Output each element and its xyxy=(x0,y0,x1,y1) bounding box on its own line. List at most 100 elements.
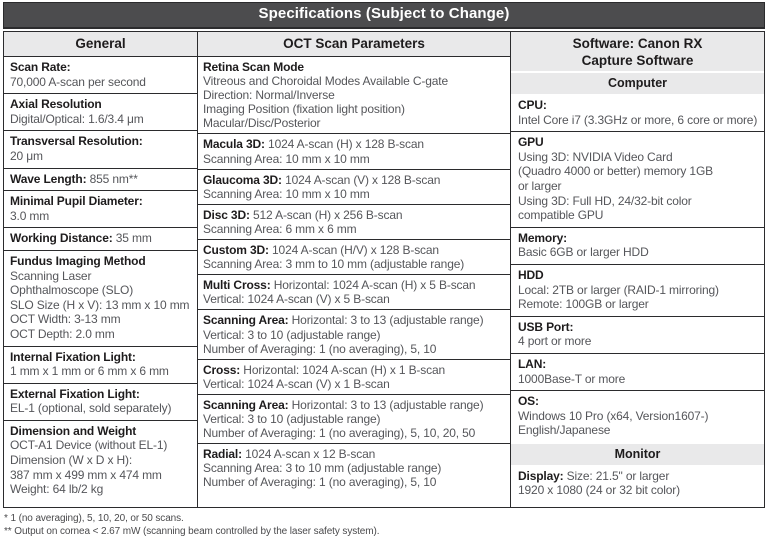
spec-value-line: Vertical: 1024 A-scan (V) x 5 B-scan xyxy=(203,292,390,307)
spec-cell: External Fixation Light: EL-1 (optional, … xyxy=(4,384,197,421)
column-header-software: Software: Canon RX Capture Software xyxy=(511,32,764,71)
spec-value-line: OCT Width: 3-13 mm xyxy=(10,312,121,327)
spec-value-line: Vertical: 3 to 10 (adjustable range) xyxy=(203,327,381,342)
spec-value-line: Scanning Area: 3 to 10 mm (adjustable ra… xyxy=(203,461,442,476)
spec-cell: Dimension and Weight OCT-A1 Device (witho… xyxy=(4,421,197,501)
spec-value-line: EL-1 (optional, sold separately) xyxy=(10,401,172,416)
spec-label: Radial: xyxy=(203,447,242,462)
spec-cell: Minimal Pupil Diameter: 3.0 mm xyxy=(4,191,197,229)
spec-value-line: 1000Base-T or more xyxy=(518,371,626,386)
spec-value: 855 nm** xyxy=(86,171,138,186)
spec-value-line: Scanning Area: 10 mm x 10 mm xyxy=(203,186,370,201)
spec-cell: Wave Length: 855 nm** xyxy=(4,169,197,192)
spec-label: Wave Length: xyxy=(10,171,87,186)
spec-value-line: Remote: 100GB or larger xyxy=(518,297,649,312)
spec-first-line: LAN: xyxy=(518,357,758,372)
spec-value-line: 1 mm x 1 mm or 6 mm x 6 mm xyxy=(10,364,169,379)
spec-table: General Scan Rate: 70,000 A-scan per seco… xyxy=(3,31,765,508)
spec-value: Horizontal: 1024 A-scan (H) x 1 B-scan xyxy=(240,362,446,377)
spec-value-line: OCT Depth: 2.0 mm xyxy=(10,326,115,341)
spec-value-line: Direction: Normal/Inverse xyxy=(203,88,335,103)
spec-first-line: Minimal Pupil Diameter: xyxy=(10,194,191,209)
spec-first-line: Axial Resolution xyxy=(10,97,191,112)
spec-cell: Scanning Area: Horizontal: 3 to 13 (adju… xyxy=(198,310,510,360)
spec-cell: HDD Local: 2TB or larger (RAID-1 mirrorin… xyxy=(511,265,764,317)
table-title: Specifications (Subject to Change) xyxy=(3,2,765,29)
spec-value-line: Imaging Position (fixation light positio… xyxy=(203,102,405,117)
footnotes: * 1 (no averaging), 5, 10, 20, or 50 sca… xyxy=(3,508,765,538)
spec-cell: OS: Windows 10 Pro (x64, Version1607-) Eng… xyxy=(511,391,764,442)
spec-cell: Radial: 1024 A-scan x 12 B-scan Scanning … xyxy=(198,444,510,492)
spec-value: 1024 A-scan (V) x 128 B-scan xyxy=(281,172,441,187)
spec-value: 1024 A-scan (H) x 128 B-scan xyxy=(264,137,424,152)
spec-value: 1024 A-scan x 12 B-scan xyxy=(241,447,376,462)
column-body-oct: Retina Scan Mode Vitreous and Choroidal M… xyxy=(198,57,510,507)
spec-label: Axial Resolution xyxy=(10,97,102,112)
spec-label: CPU: xyxy=(518,98,547,112)
spec-first-line: Scanning Area: Horizontal: 3 to 13 (adju… xyxy=(203,398,505,412)
spec-value: 512 A-scan (H) x 256 B-scan xyxy=(249,207,403,222)
spec-value: Horizontal: 1024 A-scan (H) x 5 B-scan xyxy=(270,278,476,293)
spec-label: Minimal Pupil Diameter: xyxy=(10,194,143,209)
spec-cell: Scan Rate: 70,000 A-scan per second xyxy=(4,57,197,95)
spec-value-line: Weight: 64 lb/2 kg xyxy=(10,482,104,497)
spec-cell: Transversal Resolution: 20 μm xyxy=(4,131,197,169)
spec-first-line: USB Port: xyxy=(518,320,758,335)
spec-cell: Glaucoma 3D: 1024 A-scan (V) x 128 B-sca… xyxy=(198,170,510,205)
spec-label: Scanning Area: xyxy=(203,397,289,412)
spec-value-line: Scanning Laser xyxy=(10,268,92,283)
spec-value-line: 3.0 mm xyxy=(10,208,50,223)
spec-label: Multi Cross: xyxy=(203,278,271,293)
spec-first-line: Custom 3D: 1024 A-scan (H/V) x 128 B-sca… xyxy=(203,243,505,257)
spec-value-line: 387 mm x 499 mm x 474 mm xyxy=(10,467,162,482)
spec-cell: Cross: Horizontal: 1024 A-scan (H) x 1 B… xyxy=(198,360,510,395)
spec-first-line: External Fixation Light: xyxy=(10,387,191,402)
spec-cell: Display: Size: 21.5" or larger 1920 x 108… xyxy=(511,466,764,502)
spec-first-line: Disc 3D: 512 A-scan (H) x 256 B-scan xyxy=(203,208,505,222)
spec-label: Macula 3D: xyxy=(203,137,265,152)
spec-label: Dimension and Weight xyxy=(10,423,137,438)
column-header-label: OCT Scan Parameters xyxy=(283,36,425,51)
spec-value-line: 4 port or more xyxy=(518,334,592,349)
spec-first-line: OS: xyxy=(518,394,758,409)
spec-value-line: Intel Core i7 (3.3GHz or more, 6 core or… xyxy=(518,112,758,127)
footnote-averaging: * 1 (no averaging), 5, 10, 20, or 50 sca… xyxy=(4,513,184,524)
spec-first-line: CPU: xyxy=(518,98,758,113)
spec-cell: CPU: Intel Core i7 (3.3GHz or more, 6 cor… xyxy=(511,95,764,133)
spec-label: Transversal Resolution: xyxy=(10,134,143,149)
spec-label: Memory: xyxy=(518,230,567,245)
spec-value-line: Using 3D: NVIDIA Video Card xyxy=(518,149,673,164)
column-body-software: Computer CPU: Intel Core i7 (3.3GHz or mor… xyxy=(511,71,764,507)
spec-first-line: Retina Scan Mode xyxy=(203,60,505,74)
spec-label: Internal Fixation Light: xyxy=(10,349,136,364)
spec-value-line: Ophthalmoscope (SLO) xyxy=(10,283,134,298)
spec-value-line: Number of Averaging: 1 (no averaging), 5… xyxy=(203,426,476,441)
spec-first-line: Glaucoma 3D: 1024 A-scan (V) x 128 B-sca… xyxy=(203,173,505,187)
spec-label: OS: xyxy=(518,394,539,409)
spec-value: 35 mm xyxy=(112,231,152,246)
spec-label: Working Distance: xyxy=(10,231,113,246)
spec-first-line: Scan Rate: xyxy=(10,60,191,75)
spec-first-line: Memory: xyxy=(518,231,758,246)
spec-cell: Macula 3D: 1024 A-scan (H) x 128 B-scan S… xyxy=(198,134,510,170)
spec-label: Scanning Area: xyxy=(203,313,289,328)
spec-cell: Multi Cross: Horizontal: 1024 A-scan (H)… xyxy=(198,275,510,311)
spec-first-line: Working Distance: 35 mm xyxy=(10,231,191,246)
spec-value-line: compatible GPU xyxy=(518,208,604,223)
spec-label: Glaucoma 3D: xyxy=(203,172,282,187)
spec-value-line: SLO Size (H x V): 13 mm x 10 mm xyxy=(10,297,190,312)
spec-label: Disc 3D: xyxy=(203,207,250,222)
spec-value-line: Number of Averaging: 1 (no averaging), 5… xyxy=(203,341,437,356)
spec-value-line: Using 3D: Full HD, 24/32-bit color xyxy=(518,193,692,208)
spec-label: Custom 3D: xyxy=(203,243,269,258)
spec-label: Cross: xyxy=(203,362,241,377)
spec-label: GPU xyxy=(518,135,544,150)
spec-value-line: (Quadro 4000 or better) memory 1GB xyxy=(518,164,713,179)
spec-value-line: English/Japanese xyxy=(518,423,611,438)
spec-label: Display: xyxy=(518,468,564,483)
column-header-label: Software: Canon RX Capture Software xyxy=(572,36,703,68)
spec-value-line: Macular/Disc/Posterior xyxy=(203,116,321,131)
spec-value-line: Scanning Area: 10 mm x 10 mm xyxy=(203,151,370,166)
spec-first-line: Wave Length: 855 nm** xyxy=(10,172,191,187)
